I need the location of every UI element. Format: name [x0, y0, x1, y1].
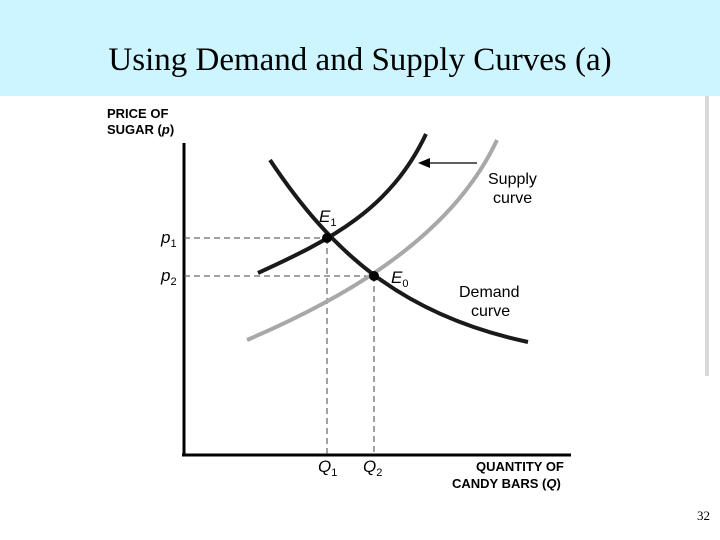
equilibrium-point-e1: [322, 233, 332, 243]
price-label-p2: p2: [160, 266, 177, 288]
y-axis-label-line2: SUGAR (p): [107, 122, 174, 137]
equilibrium-label-e0: E0: [391, 268, 408, 290]
price-label-p1: p1: [160, 228, 177, 250]
shift-arrow-head: [418, 158, 430, 168]
slide-title: Using Demand and Supply Curves (a): [108, 42, 612, 78]
shift-arrow: [418, 158, 477, 168]
quantity-label-q1: Q1: [318, 457, 337, 479]
demand-curve-label-line1: Demand: [459, 284, 519, 301]
decorative-rule: [705, 96, 709, 376]
demand-curve-label-line2: curve: [471, 303, 510, 320]
equilibrium-label-e1: E1: [319, 207, 336, 229]
page-number: 32: [697, 508, 710, 523]
y-axis-label-line1: PRICE OF: [107, 106, 168, 121]
original-supply-curve: [257, 133, 428, 275]
supply-curve-label-line1: Supply: [488, 171, 537, 188]
quantity-label-q2: Q2: [363, 457, 382, 479]
new-supply-curve: [246, 139, 499, 342]
x-axis-label-line2: CANDY BARS (Q): [452, 476, 561, 491]
equilibrium-point-e0: [369, 271, 379, 281]
x-axis-label-line1: QUANTITY OF: [476, 459, 564, 474]
supply-curve-label-line2: curve: [493, 190, 532, 207]
title-bar: [0, 0, 720, 96]
axes: [182, 143, 571, 457]
guide-lines: [184, 237, 375, 455]
